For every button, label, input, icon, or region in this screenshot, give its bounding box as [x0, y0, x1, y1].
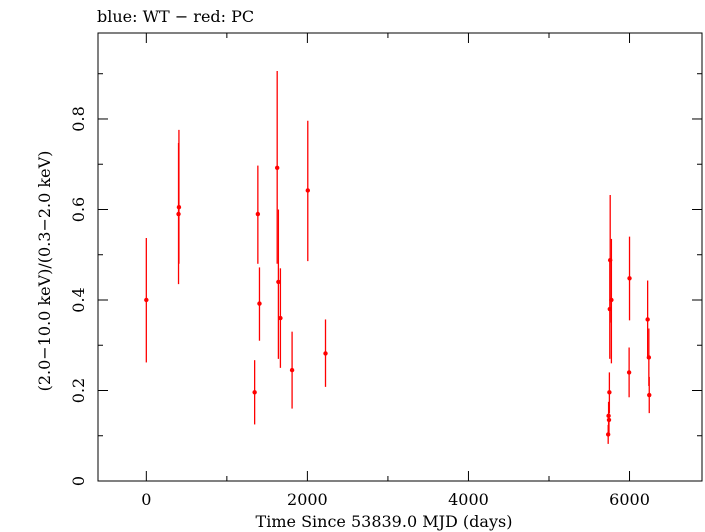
y-tick-label: 0: [69, 476, 88, 486]
data-point: [647, 392, 652, 398]
y-tick-label: 0.6: [69, 197, 88, 222]
data-point: [144, 297, 149, 303]
x-tick-label: 4000: [448, 490, 489, 509]
data-point: [176, 205, 182, 210]
data-point: [607, 390, 612, 395]
data-point: [645, 317, 650, 322]
data-point: [646, 355, 652, 360]
data-point: [274, 165, 280, 171]
x-tick-label: 6000: [609, 490, 650, 509]
data-point: [305, 188, 310, 193]
chart-title: blue: WT − red: PC: [97, 7, 254, 26]
data-point: [609, 297, 614, 303]
y-tick-label: 0.2: [69, 378, 88, 403]
y-tick-label: 0.4: [69, 287, 88, 312]
y-axis-label: (2.0−10.0 keV)/(0.3−2.0 keV): [35, 151, 54, 392]
data-point: [323, 351, 328, 356]
data-point: [278, 315, 283, 321]
data-point: [257, 301, 262, 306]
data-marks: [144, 71, 652, 444]
data-point: [276, 279, 281, 285]
y-tick-label: 0.8: [69, 106, 88, 131]
axis-ticks: 0 2000 4000 6000 0 0.2 0.4 0.6 0.8: [69, 33, 702, 509]
data-point: [255, 211, 261, 217]
data-point: [252, 390, 257, 395]
data-point: [605, 432, 611, 437]
data-point: [606, 417, 612, 423]
data-point: [626, 370, 632, 375]
x-tick-label: 2000: [287, 490, 328, 509]
data-point: [289, 367, 295, 373]
x-tick-label: 0: [141, 490, 151, 509]
plot-frame: [97, 32, 703, 482]
data-point: [627, 276, 632, 281]
x-axis-label: Time Since 53839.0 MJD (days): [256, 512, 513, 531]
